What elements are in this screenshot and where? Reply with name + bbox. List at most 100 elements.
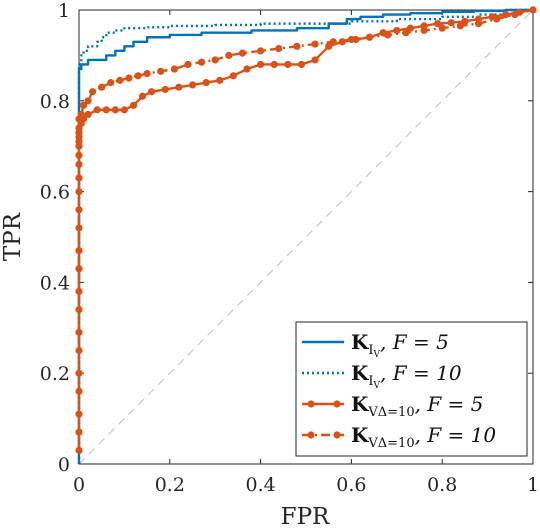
y-tick-label: 0 [58, 454, 70, 476]
series-4-point [529, 6, 537, 14]
x-axis-label: FPR [281, 504, 330, 529]
series-4-point [84, 97, 92, 105]
x-tick-label: 1 [527, 474, 539, 496]
series-4-point [98, 83, 106, 91]
series-3-point [148, 88, 156, 96]
y-axis-label: TPR [0, 212, 26, 261]
series-3-point [75, 224, 83, 232]
series-4-point [456, 22, 464, 30]
series-4-point [134, 72, 142, 80]
series-1-line [77, 8, 533, 464]
y-tick-label: 0.2 [40, 363, 70, 385]
series-4-point [107, 79, 115, 87]
series-4-point [384, 31, 392, 39]
x-tick-label: 0.8 [427, 474, 457, 496]
series-3-point [461, 17, 469, 25]
legend-entry-label: KVΔ=10, F = 10 [351, 423, 496, 451]
series-3-point [120, 106, 128, 114]
series-3-point [284, 60, 292, 69]
series-3-point [325, 42, 333, 50]
legend-swatch-marker [307, 431, 315, 439]
series-3-point [75, 328, 83, 336]
series-4-point [143, 69, 151, 78]
series-4-point [257, 47, 265, 55]
series-4-point [402, 29, 410, 37]
series-4-point [365, 33, 374, 41]
series-3-point [102, 106, 110, 114]
series-3-point [93, 106, 101, 114]
series-4-point [474, 20, 483, 28]
series-4-point [197, 58, 206, 66]
series-4-point [184, 60, 192, 69]
series-3-point [175, 83, 183, 91]
series-3-point [75, 446, 83, 454]
series-4-point [170, 65, 178, 73]
x-tick-label: 0.4 [245, 474, 275, 496]
series-4-point [347, 35, 355, 44]
x-tick-label: 0.2 [155, 474, 185, 496]
series-4-point [493, 15, 501, 23]
series-4-point [75, 128, 83, 137]
series-2-line [77, 8, 533, 464]
series-4-point [79, 101, 88, 109]
series-3-point [257, 60, 265, 69]
series-3-point [129, 101, 138, 109]
series-3-point [297, 60, 306, 69]
series-3-point [75, 387, 83, 395]
series-3-point [138, 92, 147, 100]
series-3-point [447, 19, 455, 27]
axes-layer: 00 0.2 0.2 0.4 0.4 0.6 0.6 0.8 0.8 1 1 [40, 0, 539, 496]
series-4-point [211, 56, 219, 64]
series-3-point [75, 206, 83, 214]
series-4-point [157, 67, 165, 75]
series-3-point [75, 160, 83, 168]
series-layer [75, 6, 537, 464]
series-3-point [216, 76, 224, 84]
x-tick-label: 0.6 [336, 474, 366, 496]
series-4-point [420, 26, 428, 35]
series-3-point [75, 174, 83, 182]
series-3-point [75, 265, 83, 273]
series-4-point [329, 38, 337, 46]
legend-swatch-marker [333, 431, 341, 439]
series-3-point [243, 65, 251, 73]
series-3-point [111, 106, 119, 114]
series-4-point [275, 44, 283, 53]
series-3-point [202, 79, 210, 87]
series-4-point [225, 51, 233, 60]
series-3-point [75, 410, 83, 418]
series-4-point [116, 76, 124, 84]
series-3-point [311, 56, 319, 64]
series-3-point [75, 247, 83, 255]
y-tick-label: 0.4 [40, 272, 70, 294]
series-3-point [229, 72, 237, 80]
series-4-point [238, 49, 247, 57]
series-3-point [75, 306, 83, 314]
series-3-point [434, 20, 442, 28]
series-3-point [75, 346, 83, 355]
series-4-point [438, 24, 446, 32]
series-4-point [311, 40, 319, 48]
series-3-point [75, 151, 83, 159]
series-4-point [89, 88, 97, 96]
series-3-point [188, 81, 197, 89]
series-3-point [75, 188, 83, 196]
series-4-point [125, 74, 133, 82]
series-3-point [75, 428, 83, 436]
legend-entry-label: KIV, F = 10 [351, 361, 462, 391]
chance-diagonal-line [78, 9, 534, 465]
series-3-point [393, 26, 401, 35]
series-4-point [77, 110, 85, 119]
legend-entry-label: KVΔ=10, F = 5 [351, 392, 483, 420]
series-3-point [75, 369, 83, 377]
legend-entry-label: KIV, F = 5 [351, 330, 449, 360]
series-4-point [511, 10, 519, 19]
legend-swatch-marker [333, 400, 341, 408]
series-4-point [293, 42, 301, 50]
series-3-point [406, 24, 415, 32]
series-3-point [84, 110, 92, 119]
series-3-point [161, 85, 169, 94]
y-tick-label: 0.8 [40, 91, 70, 113]
